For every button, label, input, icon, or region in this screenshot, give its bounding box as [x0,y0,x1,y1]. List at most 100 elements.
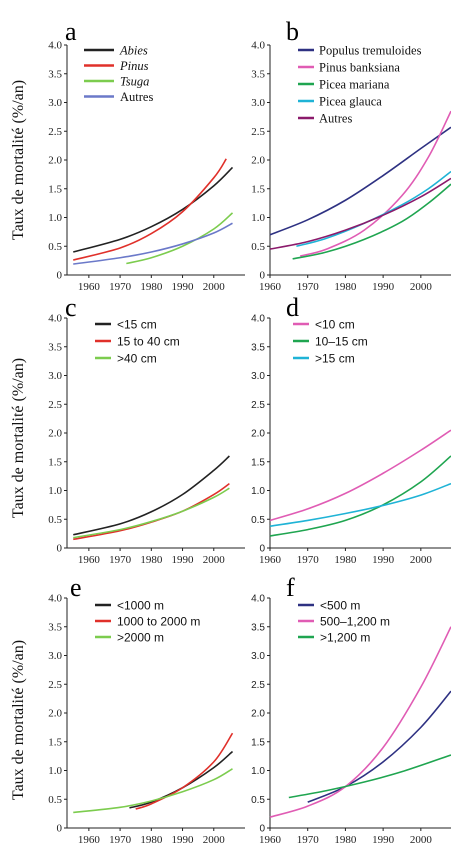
series-line-1000-to-2000-m [135,732,234,810]
x-tick-label: 1970 [297,554,320,566]
y-tick-label: 0.5 [251,795,265,806]
panel-d: d 0 0.5 1.0 1.5 2.0 2.5 3.0 3.5 4.0 1960 1970 1980 19… [251,293,451,566]
y-tick-label: 1.5 [251,737,265,748]
legend-label: >15 cm [315,352,355,366]
x-tick-label: 1980 [140,554,163,566]
y-tick-label: 0.5 [251,515,265,526]
panel-c: c 0 0.5 1.0 1.5 2.0 2.5 3.0 3.5 4.0 1960 1970 1980 19… [48,293,245,566]
legend-label: <10 cm [315,318,355,332]
y-tick-label: 0.5 [251,241,265,253]
x-tick-label: 1980 [140,834,163,844]
y-tick-label: 2.0 [251,429,265,440]
y-tick-label: 1.0 [251,766,265,777]
y-tick-label: 4.0 [48,593,62,605]
legend-label: Picea mariana [319,78,390,92]
y-axis-label-row-1: Taux de mortalité (%/an) [10,80,27,240]
series-line-picea-mariana [292,183,451,260]
legend-label: >40 cm [117,352,157,366]
series-line-populus-tremuloides [269,126,451,236]
x-tick-label: 1980 [334,281,357,293]
x-tick-label: 1980 [334,834,357,844]
y-tick-label: 2.5 [48,399,62,411]
legend-label: 10–15 cm [315,335,368,349]
x-tick-label: 1970 [109,834,132,844]
y-tick-label: 1.0 [48,765,62,777]
y-tick-label: 0.5 [48,241,62,253]
series-line--40-cm [73,487,230,539]
series-line-500-1-200-m [269,626,451,818]
y-tick-label: 2.5 [48,679,62,691]
y-tick-label: 3.5 [251,342,265,353]
x-tick-label: 1960 [78,554,101,566]
x-tick-label: 1960 [259,281,282,293]
y-tick-label: 3.5 [251,68,265,80]
panel-letter: d [286,293,299,322]
x-tick-label: 2000 [203,834,226,844]
legend-label: Pinus banksiana [319,61,400,75]
legend-label: Abies [119,44,148,58]
legend-label: Picea glauca [319,95,382,109]
x-tick-label: 2000 [410,834,433,844]
y-tick-label: 2.0 [251,709,265,720]
series-line--1-200-m [288,754,451,799]
series-line--15-cm [269,482,451,527]
y-tick-label: 2.0 [48,155,62,167]
panel-letter: c [65,293,77,322]
y-tick-label: 0.5 [48,794,62,806]
legend-label: <1000 m [117,599,164,613]
y-tick-label: 2.5 [251,126,265,138]
x-tick-label: 2000 [203,281,226,293]
series-line--2000-m [73,768,233,814]
legend-label: 1000 to 2000 m [117,615,200,629]
legend-label: Populus tremuloides [319,44,422,58]
y-tick-label: 2.0 [48,708,62,720]
legend-label: >2000 m [117,631,164,645]
y-tick-label: 3.0 [251,97,265,109]
legend-label: >1,200 m [320,631,370,645]
series-line--1000-m [129,750,234,809]
y-tick-label: 1.0 [251,486,265,497]
x-tick-label: 2000 [203,554,226,566]
y-tick-label: 3.5 [48,621,62,633]
series-line-10-15-cm [269,455,451,537]
panel-letter: b [286,17,299,46]
legend-label: <500 m [320,599,360,613]
y-tick-label: 4.0 [48,40,62,52]
y-tick-label: 2.5 [251,680,265,691]
legend-label: 500–1,200 m [320,615,390,629]
series-line-autres [269,177,451,250]
panel-letter: e [70,573,82,602]
y-tick-label: 1.5 [251,183,265,195]
y-tick-label: 4.0 [251,314,265,325]
y-axis-label-row-3: Taux de mortalité (%/an) [10,640,27,800]
y-tick-label: 1.5 [48,183,62,195]
y-tick-label: 2.0 [48,428,62,440]
x-tick-label: 1990 [172,554,195,566]
series-line--500-m [307,690,451,803]
x-tick-label: 1990 [172,281,195,293]
x-tick-label: 1970 [109,281,132,293]
legend-label: Autres [120,90,153,104]
y-tick-label: 1.5 [251,457,265,468]
y-tick-label: 1.5 [48,736,62,748]
panel-a: a 0 0.5 1.0 1.5 2.0 2.5 3.0 3.5 4.0 1960 1970 1980 19… [48,17,245,293]
panel-letter: f [286,573,295,602]
x-tick-label: 1960 [78,281,101,293]
y-tick-label: 2.5 [48,126,62,138]
y-tick-label: 0 [57,543,63,555]
y-tick-label: 3.5 [251,622,265,633]
series-line-pinus [73,158,227,261]
y-tick-label: 1.0 [48,485,62,497]
legend-label: <15 cm [117,318,157,332]
y-tick-label: 3.0 [48,370,62,382]
series-line--15-cm [73,455,230,536]
series-line-autres [73,222,233,265]
y-tick-label: 0 [260,270,266,282]
y-tick-label: 3.5 [48,68,62,80]
legend-label: Autres [319,112,352,126]
x-tick-label: 1990 [372,554,395,566]
y-tick-label: 0 [57,823,63,835]
y-tick-label: 3.0 [251,371,265,382]
y-tick-label: 2.5 [251,400,265,411]
y-tick-label: 1.5 [48,456,62,468]
